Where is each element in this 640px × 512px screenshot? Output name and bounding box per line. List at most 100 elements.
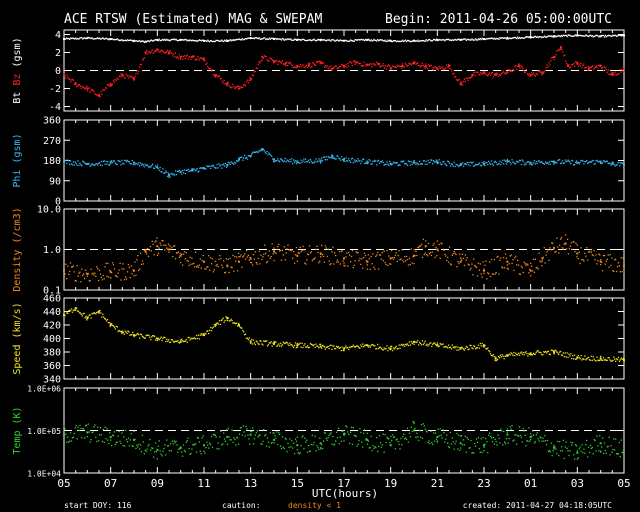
data-point — [608, 436, 610, 439]
data-point — [381, 65, 383, 67]
data-point — [168, 450, 171, 452]
data-point — [503, 159, 506, 161]
data-point — [308, 64, 310, 67]
data-point — [154, 339, 157, 341]
data-point — [471, 74, 474, 76]
data-point — [545, 352, 548, 354]
data-point — [609, 454, 611, 456]
data-point — [466, 436, 468, 439]
data-point — [377, 268, 380, 270]
data-point — [337, 427, 340, 430]
data-point — [139, 66, 141, 68]
data-point — [89, 91, 91, 93]
data-point — [571, 444, 573, 446]
data-point — [480, 38, 482, 41]
data-point — [367, 346, 369, 348]
data-point — [319, 260, 321, 262]
data-point — [501, 72, 503, 74]
data-point — [267, 60, 269, 62]
data-point — [228, 85, 230, 87]
data-point — [467, 349, 469, 351]
x-tick-label: 05 — [57, 477, 70, 490]
data-point — [539, 71, 541, 73]
y-axis-label-part: (gsm) — [12, 37, 23, 73]
data-point — [237, 325, 239, 327]
data-point — [499, 259, 501, 262]
data-point — [223, 163, 225, 165]
data-point — [447, 261, 450, 263]
data-point — [86, 90, 89, 92]
data-point — [129, 439, 131, 441]
data-point — [478, 447, 481, 450]
data-point — [77, 426, 79, 428]
data-point — [189, 170, 191, 172]
data-point — [615, 73, 617, 76]
data-point — [610, 73, 612, 75]
data-point — [289, 342, 291, 344]
data-point — [127, 264, 130, 266]
data-point — [444, 441, 446, 443]
data-point — [352, 344, 355, 346]
x-tick-label: 11 — [197, 477, 210, 490]
data-point — [184, 172, 187, 175]
data-point — [75, 82, 77, 84]
data-point — [415, 63, 417, 65]
data-point — [585, 444, 587, 446]
data-point — [504, 355, 506, 357]
data-point — [139, 252, 142, 254]
data-point — [315, 248, 317, 250]
data-point — [169, 176, 171, 178]
data-point — [64, 428, 66, 430]
data-point — [107, 83, 110, 86]
data-point — [219, 254, 221, 257]
data-point — [389, 160, 391, 163]
data-point — [126, 39, 129, 41]
data-point — [82, 38, 84, 40]
data-point — [376, 347, 378, 350]
data-point — [236, 256, 238, 258]
data-point — [251, 153, 253, 155]
data-point — [252, 37, 255, 39]
data-point — [273, 38, 275, 40]
data-point — [413, 39, 415, 42]
data-point — [334, 348, 336, 350]
data-point — [82, 160, 84, 163]
data-point — [282, 160, 285, 163]
data-point — [461, 253, 464, 255]
data-point — [461, 259, 463, 261]
data-point — [206, 441, 208, 443]
data-point — [194, 58, 196, 61]
data-point — [419, 245, 422, 247]
data-point — [262, 38, 264, 40]
data-point — [615, 34, 617, 37]
data-point — [343, 440, 345, 442]
data-point — [321, 61, 323, 64]
data-point — [92, 90, 94, 92]
data-point — [508, 437, 510, 440]
data-point — [320, 345, 322, 347]
data-point — [94, 93, 96, 95]
data-point — [195, 40, 198, 42]
data-point — [400, 344, 402, 346]
data-point — [540, 71, 542, 74]
data-point — [136, 444, 138, 447]
data-point — [459, 39, 461, 41]
data-point — [286, 38, 288, 40]
data-point — [97, 37, 100, 40]
data-point — [386, 40, 388, 43]
data-point — [310, 66, 312, 68]
data-point — [474, 75, 476, 77]
data-point — [411, 163, 413, 166]
data-point — [283, 447, 285, 450]
data-point — [470, 76, 472, 79]
data-point — [249, 37, 251, 39]
data-point — [383, 250, 385, 252]
data-point — [557, 440, 559, 443]
data-point — [69, 81, 72, 83]
data-point — [309, 158, 312, 161]
data-point — [254, 70, 257, 72]
data-point — [618, 265, 621, 267]
data-point — [210, 40, 213, 42]
data-point — [67, 265, 69, 267]
data-point — [530, 162, 532, 164]
